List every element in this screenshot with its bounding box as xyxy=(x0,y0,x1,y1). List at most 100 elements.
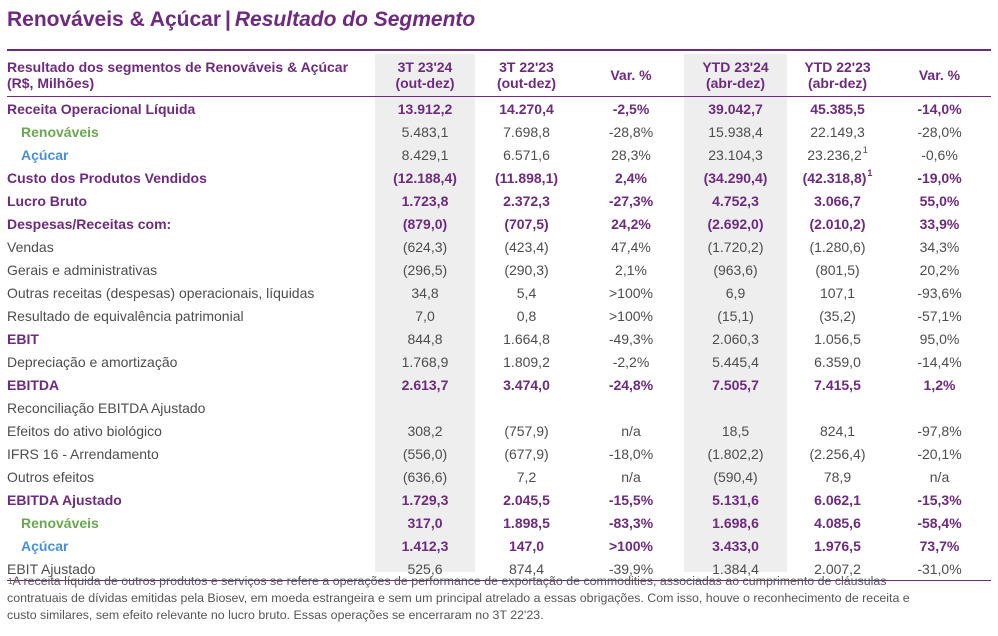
table-cell: 4.085,6 xyxy=(787,511,888,534)
table-cell: 1.698,6 xyxy=(684,511,787,534)
table-cell: -24,8% xyxy=(578,373,684,396)
table-cell: 1.412,3 xyxy=(375,534,475,557)
table-cell: -83,3% xyxy=(578,511,684,534)
table-cell: 14.270,4 xyxy=(475,97,578,121)
table-cell: 55,0% xyxy=(888,189,991,212)
header-var-ytd: Var. % xyxy=(888,54,991,97)
table-cell: (590,4) xyxy=(684,465,787,488)
table-row: Outras receitas (despesas) operacionais,… xyxy=(7,281,991,304)
table-cell: 7,2 xyxy=(475,465,578,488)
row-label: IFRS 16 - Arrendamento xyxy=(7,442,375,465)
table-cell: (11.898,1) xyxy=(475,166,578,189)
row-label: Receita Operacional Líquida xyxy=(7,97,375,121)
footnote-number: 1 xyxy=(8,577,12,586)
table-cell: 1.768,9 xyxy=(375,350,475,373)
table-cell: (757,9) xyxy=(475,419,578,442)
table-row: Resultado de equivalência patrimonial 7,… xyxy=(7,304,991,327)
table-cell: -27,3% xyxy=(578,189,684,212)
table-header-row: Resultado dos segmentos de Renováveis & … xyxy=(7,54,991,97)
table-cell: >100% xyxy=(578,304,684,327)
table-cell: 147,0 xyxy=(475,534,578,557)
row-label: EBITDA Ajustado xyxy=(7,488,375,511)
footnote: 1A receita líquida de outros produtos e … xyxy=(7,573,993,624)
table-cell: (2.256,4) xyxy=(787,442,888,465)
table-cell: 18,5 xyxy=(684,419,787,442)
header-3t2324: 3T 23'24 (out-dez) xyxy=(375,54,475,97)
table-cell: 308,2 xyxy=(375,419,475,442)
table-cell: 5.445,4 xyxy=(684,350,787,373)
table-cell: 5,4 xyxy=(475,281,578,304)
table-cell: (15,1) xyxy=(684,304,787,327)
table-cell: -0,6% xyxy=(888,143,991,166)
table-row: Vendas (624,3) (423,4) 47,4% (1.720,2) (1.28… xyxy=(7,235,991,258)
table-cell: (879,0) xyxy=(375,212,475,235)
table-cell: 824,1 xyxy=(787,419,888,442)
footnote-line-1: A receita líquida de outros produtos e s… xyxy=(12,574,886,588)
table-cell: 7,0 xyxy=(375,304,475,327)
table-cell: 107,1 xyxy=(787,281,888,304)
header-ytd2324: YTD 23'24 (abr-dez) xyxy=(684,54,787,97)
table-cell: (296,5) xyxy=(375,258,475,281)
table-cell: 28,3% xyxy=(578,143,684,166)
table-cell: 844,8 xyxy=(375,327,475,350)
table-cell: (556,0) xyxy=(375,442,475,465)
header-top-rule xyxy=(7,49,991,51)
table-cell: -20,1% xyxy=(888,442,991,465)
table-row: Receita Operacional Líquida 13.912,2 14.2… xyxy=(7,97,991,121)
table-cell: -2,2% xyxy=(578,350,684,373)
table-cell: -14,0% xyxy=(888,97,991,121)
table-cell: 3.433,0 xyxy=(684,534,787,557)
table-cell: (963,6) xyxy=(684,258,787,281)
table-cell: (1.280,6) xyxy=(787,235,888,258)
title-main: Renováveis & Açúcar xyxy=(7,8,221,31)
table-cell xyxy=(375,396,475,419)
table-cell: -93,6% xyxy=(888,281,991,304)
table-cell: (636,6) xyxy=(375,465,475,488)
row-label: Renováveis xyxy=(7,511,375,534)
table-cell xyxy=(578,396,684,419)
row-label: Gerais e administrativas xyxy=(7,258,375,281)
table-cell: 6.359,0 xyxy=(787,350,888,373)
table-cell: 1,2% xyxy=(888,373,991,396)
row-label: Efeitos do ativo biológico xyxy=(7,419,375,442)
table-row: Despesas/Receitas com: (879,0) (707,5) 24,… xyxy=(7,212,991,235)
table-cell: (707,5) xyxy=(475,212,578,235)
table-cell: 20,2% xyxy=(888,258,991,281)
table-cell: 34,3% xyxy=(888,235,991,258)
row-label: Custo dos Produtos Vendidos xyxy=(7,166,375,189)
table-cell: -58,4% xyxy=(888,511,991,534)
table-cell: -15,5% xyxy=(578,488,684,511)
table-cell: -18,0% xyxy=(578,442,684,465)
footnote-marker: 1 xyxy=(867,168,872,178)
table-row: Açúcar 1.412,3 147,0 >100% 3.433,0 1.976,5 73… xyxy=(7,534,991,557)
table-cell xyxy=(475,396,578,419)
table-cell: 23.236,21 xyxy=(787,143,888,166)
table-cell: (423,4) xyxy=(475,235,578,258)
title-subtitle: Resultado do Segmento xyxy=(235,8,475,31)
table-cell: (677,9) xyxy=(475,442,578,465)
table-cell: 1.729,3 xyxy=(375,488,475,511)
table-cell: -28,0% xyxy=(888,120,991,143)
table-cell: -28,8% xyxy=(578,120,684,143)
table-cell xyxy=(787,396,888,419)
table-cell: >100% xyxy=(578,281,684,304)
table-row: IFRS 16 - Arrendamento (556,0) (677,9) -18… xyxy=(7,442,991,465)
table-cell: >100% xyxy=(578,534,684,557)
footnote-marker: 1 xyxy=(863,145,868,155)
table-cell: 6.571,6 xyxy=(475,143,578,166)
table-cell xyxy=(888,396,991,419)
row-label: Outros efeitos xyxy=(7,465,375,488)
table-cell: -15,3% xyxy=(888,488,991,511)
row-label: Despesas/Receitas com: xyxy=(7,212,375,235)
table-cell: -49,3% xyxy=(578,327,684,350)
table-cell: 73,7% xyxy=(888,534,991,557)
table-cell: -19,0% xyxy=(888,166,991,189)
table-cell: 6,9 xyxy=(684,281,787,304)
table-cell: 3.066,7 xyxy=(787,189,888,212)
row-label: Lucro Bruto xyxy=(7,189,375,212)
footnote-line-3: custo similares, sem efeito relevante no… xyxy=(7,608,544,622)
row-label: Açúcar xyxy=(7,534,375,557)
table-cell: n/a xyxy=(578,419,684,442)
table-cell: 2.613,7 xyxy=(375,373,475,396)
row-label: Açúcar xyxy=(7,143,375,166)
